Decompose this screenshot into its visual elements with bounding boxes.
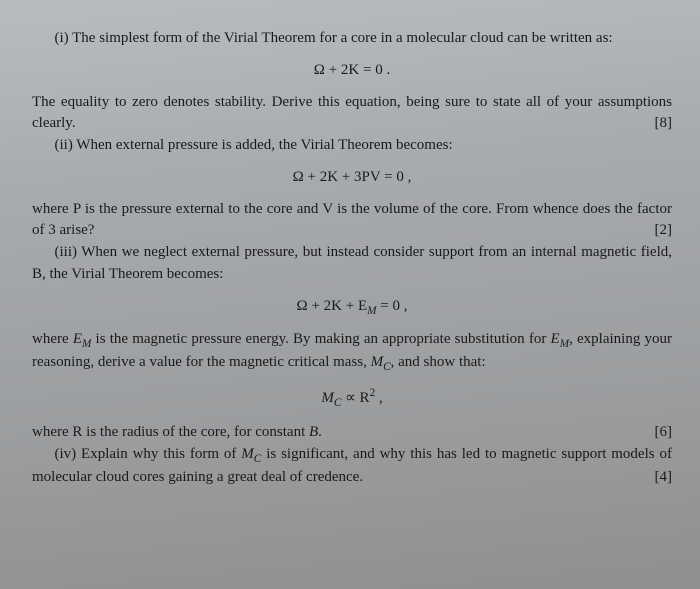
equation-ii-text: Ω + 2K + 3PV = 0 , bbox=[293, 169, 412, 185]
equation-iii-tail: = 0 , bbox=[376, 298, 407, 314]
t4: , and show that: bbox=[391, 354, 486, 370]
em-sub: M bbox=[82, 338, 91, 350]
part-i-text: The equality to zero denotes stability. … bbox=[32, 92, 672, 136]
iv-M: M bbox=[241, 446, 254, 462]
part-iii-lead: (iii) When we neglect external pressure,… bbox=[32, 242, 672, 286]
part-iv-text: (iv) Explain why this form of MC is sign… bbox=[32, 444, 672, 489]
mc-sub: C bbox=[383, 361, 391, 373]
eq2-mid: ∝ R bbox=[341, 390, 369, 406]
t2: is the magnetic pressure energy. By maki… bbox=[91, 331, 550, 347]
b-ital: B bbox=[309, 424, 318, 440]
em-sub2: M bbox=[560, 338, 569, 350]
equation-iii-2: MC ∝ R2 , bbox=[32, 385, 672, 411]
equation-iii-pre: Ω + 2K + E bbox=[297, 298, 368, 314]
em-E2: E bbox=[551, 331, 560, 347]
part-i-marks: [8] bbox=[655, 113, 673, 135]
part-iii-marks: [6] bbox=[655, 422, 673, 444]
part-i-lead: (i) The simplest form of the Virial Theo… bbox=[32, 28, 672, 50]
part-ii-lead: (ii) When external pressure is added, th… bbox=[32, 135, 672, 157]
eq2-M: M bbox=[321, 390, 334, 406]
part-iv-marks: [4] bbox=[632, 467, 672, 489]
part-ii-body: where P is the pressure external to the … bbox=[32, 201, 672, 239]
eq2-tail: , bbox=[375, 390, 383, 406]
t1: where bbox=[32, 331, 73, 347]
mc-M: M bbox=[371, 354, 384, 370]
t6: . bbox=[318, 424, 322, 440]
part-iii-text-1: where EM is the magnetic pressure energy… bbox=[32, 329, 672, 376]
part-iii-text-2: where R is the radius of the core, for c… bbox=[32, 422, 672, 444]
equation-ii: Ω + 2K + 3PV = 0 , bbox=[32, 167, 672, 189]
equation-i: Ω + 2K = 0 . bbox=[32, 60, 672, 82]
part-i-body: The equality to zero denotes stability. … bbox=[32, 94, 672, 132]
part-ii-marks: [2] bbox=[655, 220, 673, 242]
iv-a: (iv) Explain why this form of bbox=[55, 446, 242, 462]
part-ii-text: where P is the pressure external to the … bbox=[32, 199, 672, 243]
t5: where R is the radius of the core, for c… bbox=[32, 424, 309, 440]
equation-iii: Ω + 2K + EM = 0 , bbox=[32, 296, 672, 319]
em-E: E bbox=[73, 331, 82, 347]
